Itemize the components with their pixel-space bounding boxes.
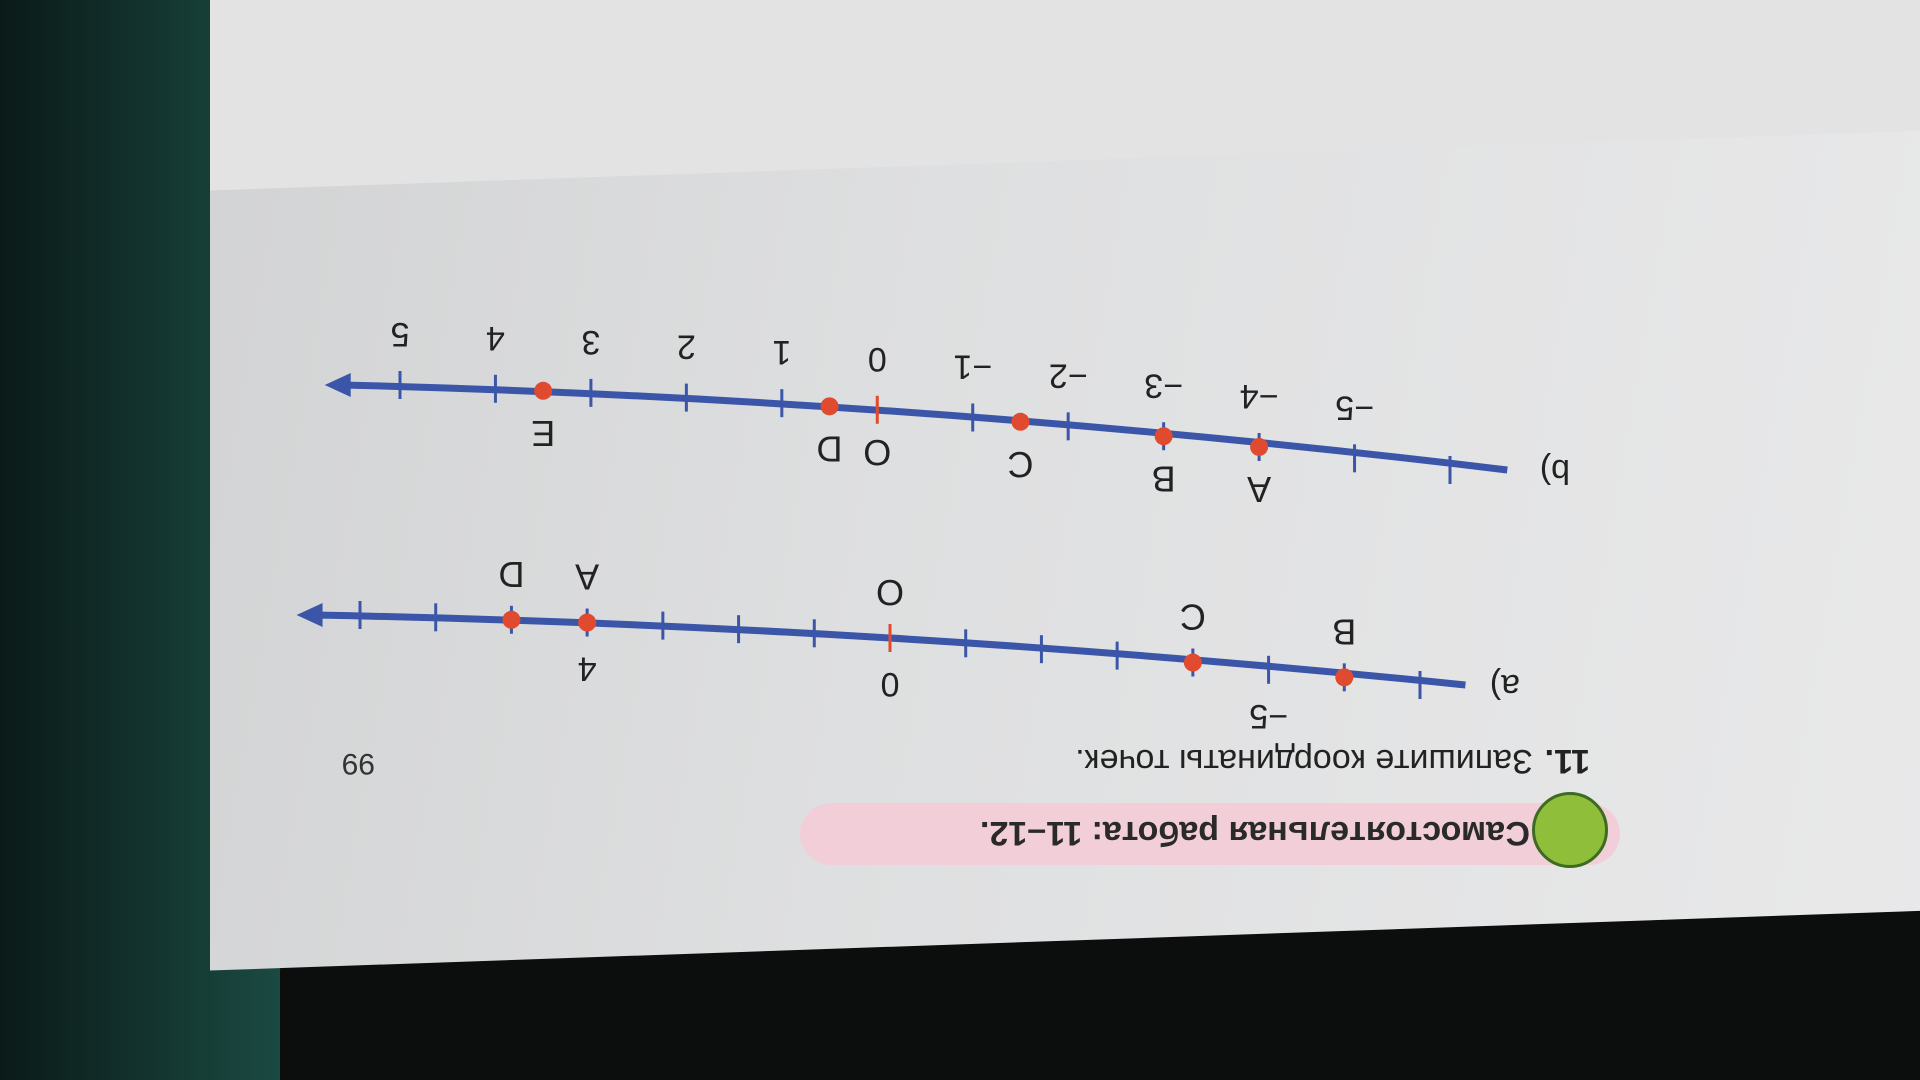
- arrow-head-icon: [296, 603, 323, 627]
- point-label: B: [1152, 458, 1176, 499]
- tick-label: 3: [581, 323, 600, 361]
- tick-label: −4: [1240, 377, 1279, 415]
- point-marker: [1183, 653, 1202, 672]
- point-marker: [1335, 668, 1354, 687]
- tick-label: 1: [772, 333, 791, 371]
- tick-label: 2: [677, 328, 696, 366]
- point-label: C: [1180, 597, 1206, 638]
- tick-label: 0: [881, 665, 900, 703]
- point-marker: [534, 381, 553, 400]
- tick-label: 0: [868, 340, 887, 378]
- origin-label: O: [863, 432, 891, 473]
- point-marker: [578, 613, 597, 632]
- point-label: C: [1007, 444, 1033, 485]
- tick-label: −5: [1335, 388, 1374, 426]
- point-marker: [1154, 427, 1173, 446]
- tick-label: −3: [1144, 366, 1183, 404]
- tick-label: 4: [578, 650, 597, 688]
- arrow-head-icon: [324, 373, 351, 397]
- tick-label: −1: [953, 348, 992, 386]
- tick-label: 4: [486, 319, 505, 357]
- point-marker: [1011, 412, 1030, 431]
- tick-label: −5: [1249, 697, 1288, 735]
- axis-line: [342, 381, 1508, 474]
- point-marker: [502, 610, 521, 629]
- point-label: D: [498, 554, 524, 595]
- point-label: A: [1247, 469, 1271, 510]
- point-label: D: [817, 428, 843, 469]
- point-label: A: [575, 557, 599, 598]
- tick-label: −2: [1049, 356, 1088, 394]
- point-marker: [820, 397, 839, 416]
- tick-label: 5: [391, 315, 410, 353]
- point-label: B: [1332, 611, 1356, 652]
- point-marker: [1250, 437, 1269, 456]
- origin-label: O: [876, 572, 904, 613]
- point-label: E: [531, 413, 555, 454]
